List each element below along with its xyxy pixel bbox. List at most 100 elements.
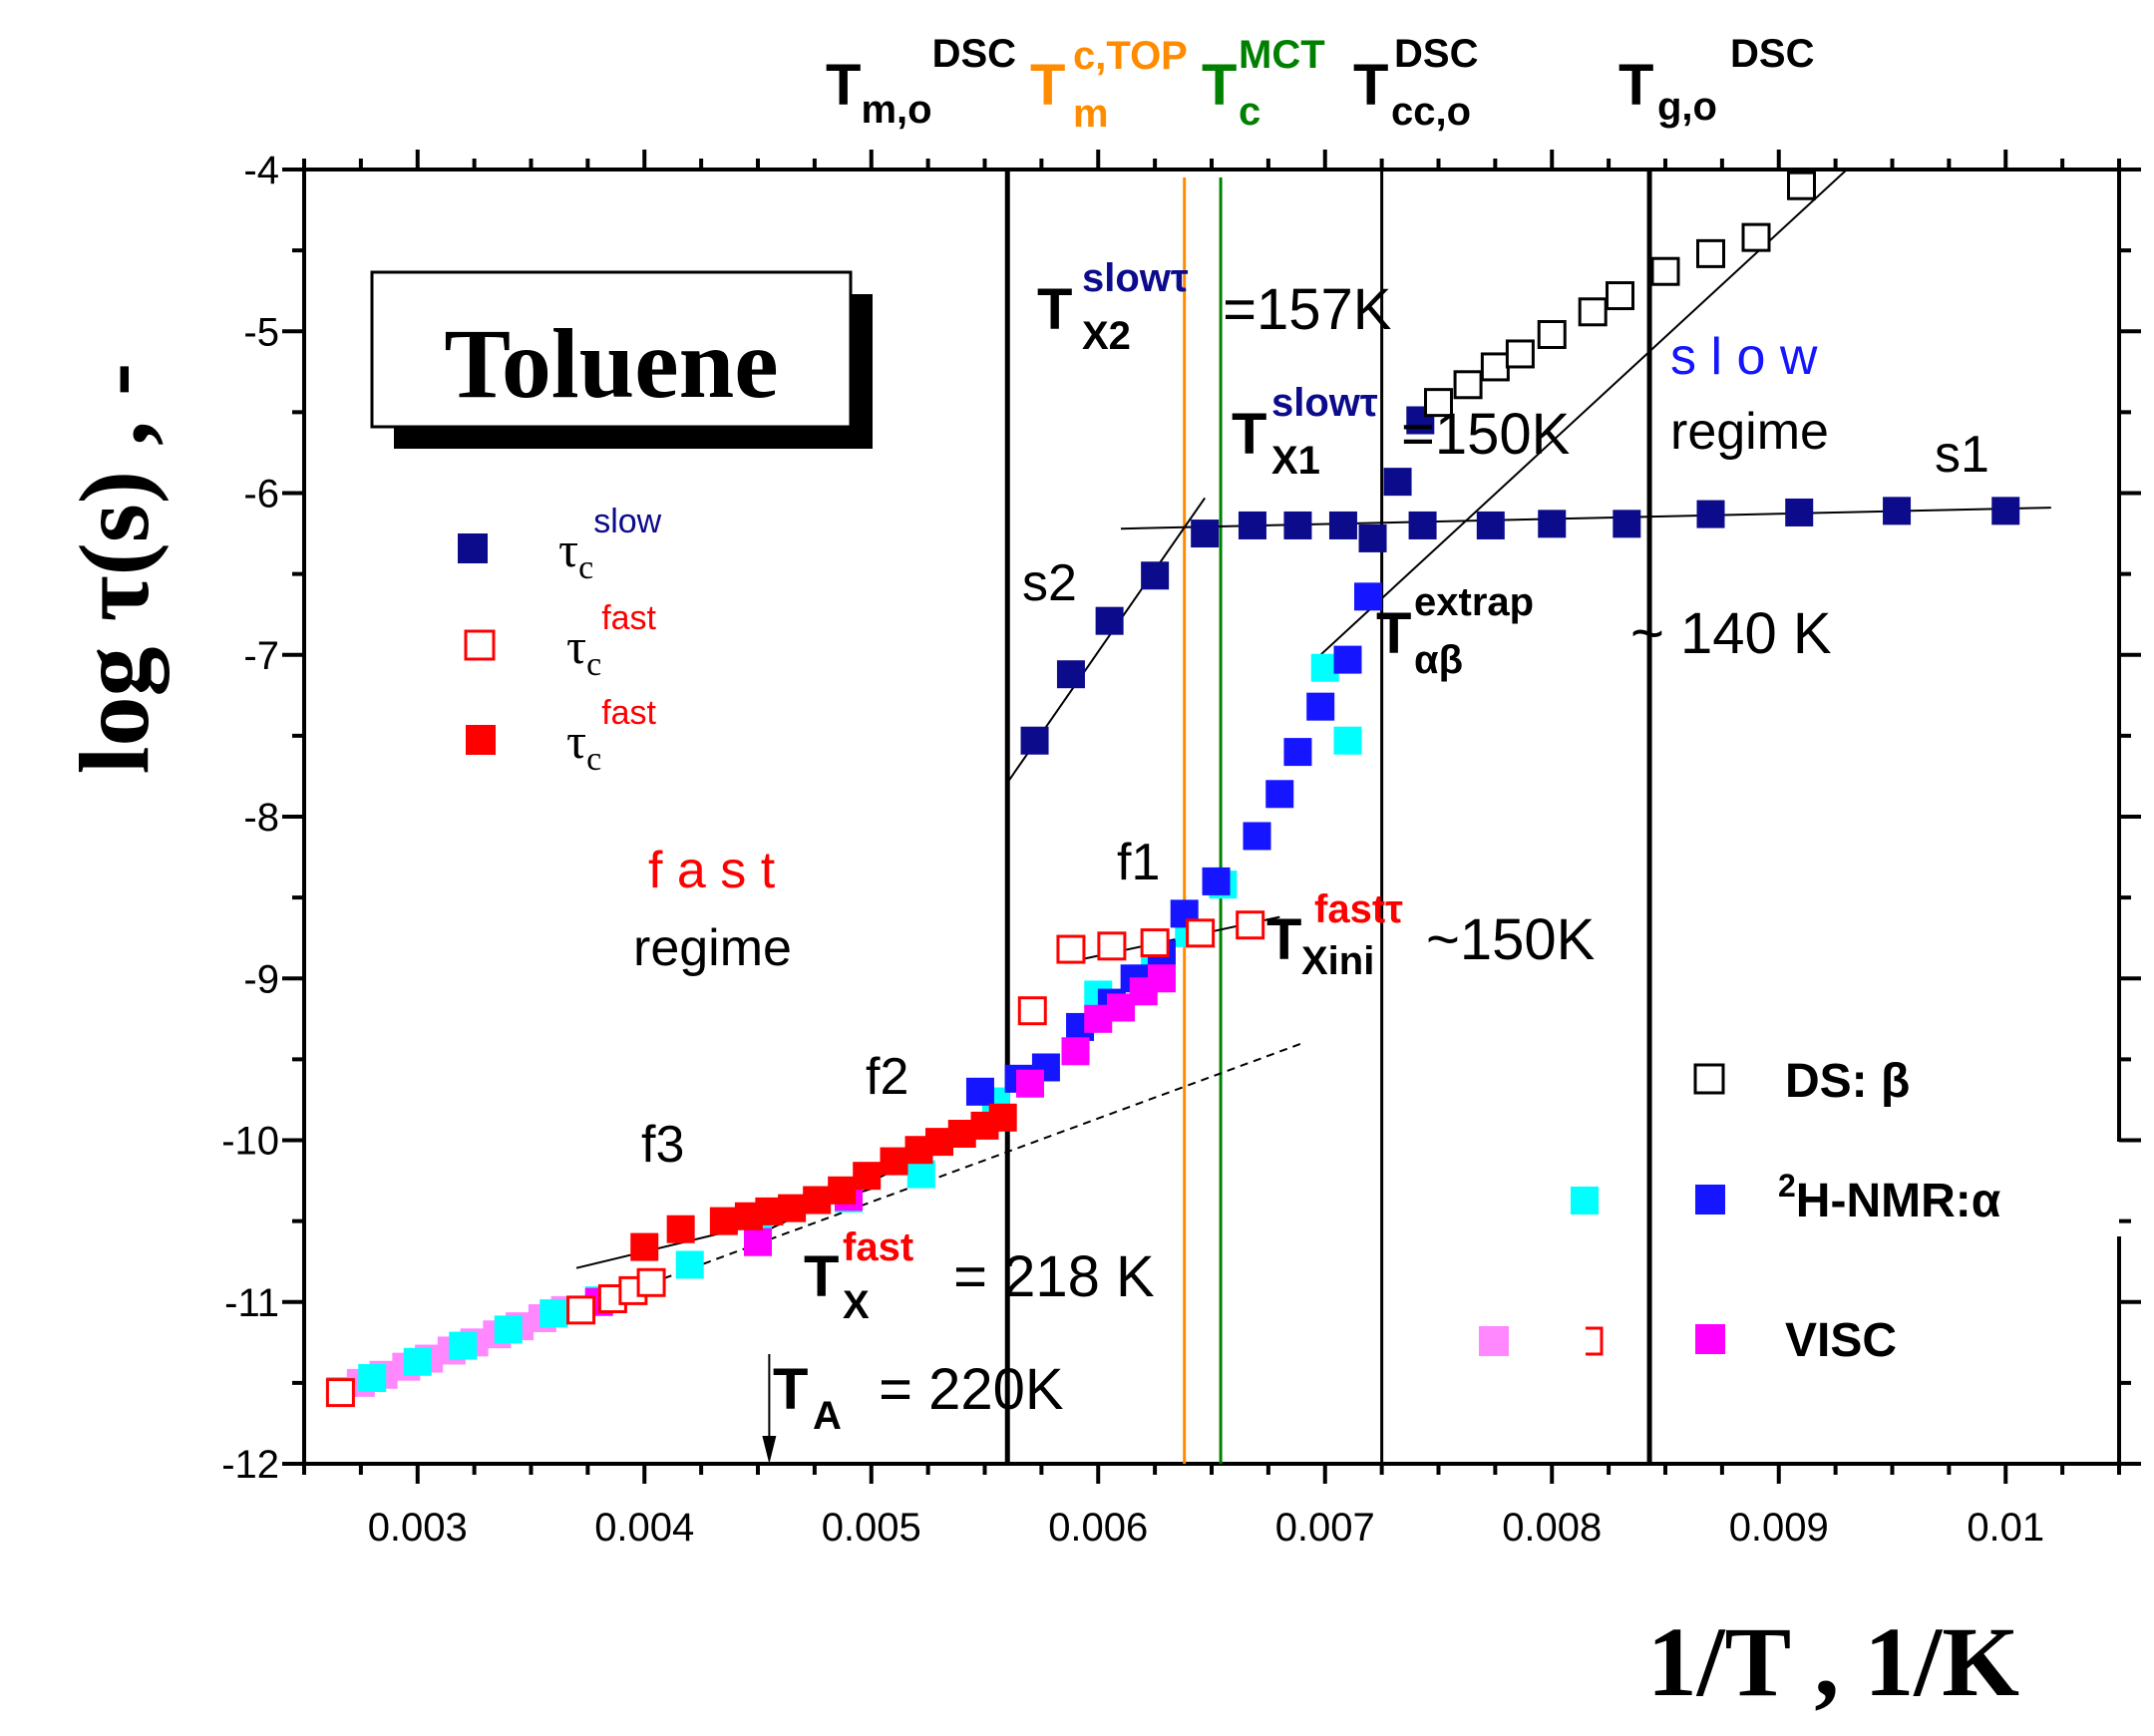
- x-axis-label: 1/T , 1/K: [1647, 1606, 2019, 1717]
- point-cyan: [906, 1160, 935, 1189]
- point-c-fast-filled: [988, 1103, 1017, 1132]
- slow-regime-label: regime: [1670, 403, 1829, 461]
- chart-title: Toluene: [444, 308, 778, 419]
- ta-arrow-head: [762, 1436, 777, 1464]
- x-tick-label: 0.009: [1729, 1506, 1829, 1550]
- y-tick-label: -11: [224, 1281, 279, 1325]
- point-c-slow: [1020, 726, 1049, 755]
- point-ds: [1578, 297, 1608, 327]
- point-cyan: [494, 1315, 523, 1344]
- point-c-fast-open: [1056, 934, 1086, 964]
- point-visc: [744, 1227, 772, 1256]
- f1-label: f1: [1117, 834, 1160, 891]
- y-tick-label: -7: [243, 634, 279, 678]
- y-tick-labels: -4 -5 -6 -7 -8 -9 -10 -11 -12: [221, 149, 279, 1487]
- fast-regime-label: regime: [633, 919, 792, 977]
- y-tick-label: -9: [243, 957, 279, 1001]
- point-c-slow: [1613, 510, 1641, 538]
- point-cyan: [403, 1347, 432, 1376]
- point-ds: [1480, 352, 1510, 382]
- point-ds: [1424, 388, 1453, 418]
- point-2h-nmr: [1202, 867, 1231, 895]
- point-c-fast-filled: [853, 1162, 882, 1191]
- f3-label: f3: [641, 1116, 684, 1174]
- point-c-fast-open: [566, 1295, 596, 1325]
- point-c-slow: [1056, 660, 1085, 689]
- data-points: [325, 171, 2020, 1408]
- legend-fast-filled-label: τcfast: [566, 694, 657, 778]
- tcc-dsc-label: Tcc,oDSC: [1353, 32, 1478, 134]
- point-ds: [1741, 222, 1771, 252]
- point-2h-nmr: [1333, 645, 1362, 674]
- tx1-annotation: T X1slowτ =150K: [1232, 381, 1571, 483]
- legend-visc-marker: [1695, 1324, 1725, 1354]
- point-c-slow: [1383, 468, 1412, 497]
- legend-right: DS: β 2H-NMR:α VISC: [1479, 1055, 2001, 1367]
- x-axis: [302, 150, 2121, 1484]
- point-2h-nmr: [1265, 780, 1294, 809]
- x-tick-label: 0.003: [368, 1506, 468, 1550]
- point-2h-nmr: [1353, 582, 1382, 611]
- point-cyan: [539, 1299, 568, 1328]
- x-tick-label: 0.006: [1048, 1506, 1148, 1550]
- legend-fast-filled-marker: [466, 725, 496, 755]
- point-c-fast-filled: [778, 1194, 807, 1222]
- point-2h-nmr: [1306, 692, 1335, 721]
- legend-pink-marker: [1479, 1326, 1509, 1356]
- f2-label: f2: [866, 1048, 908, 1106]
- point-c-fast-filled: [828, 1176, 857, 1205]
- point-cyan: [449, 1331, 478, 1360]
- point-c-slow: [1538, 510, 1567, 538]
- point-c-slow: [1238, 511, 1266, 539]
- point-c-fast-open: [325, 1378, 355, 1408]
- tab-extrap-annotation: Tαβextrap ~ 140 K: [1376, 580, 1832, 682]
- tm-dsc-label: Tm,oDSC: [826, 32, 1016, 132]
- txini-annotation: TXinifastτ ~150K: [1266, 887, 1596, 983]
- point-c-slow: [1883, 497, 1912, 525]
- legend-left: τcslow τcfast τcfast: [458, 503, 662, 778]
- point-ds: [1453, 370, 1483, 400]
- point-visc: [1147, 964, 1176, 993]
- point-cyan: [1333, 726, 1362, 755]
- point-c-slow: [1696, 500, 1725, 528]
- y-tick-label: -6: [243, 473, 279, 517]
- point-ds: [1505, 339, 1535, 369]
- y-tick-label: -4: [243, 149, 279, 192]
- point-c-fast-open: [1236, 910, 1265, 940]
- point-c-slow: [1283, 511, 1312, 539]
- x-tick-labels: 0.003 0.004 0.005 0.006 0.007 0.008 0.009 0.01: [368, 1506, 2044, 1550]
- y-tick-label: -5: [243, 310, 279, 354]
- point-c-slow: [1358, 523, 1387, 552]
- point-c-slow: [1991, 497, 2020, 525]
- point-visc: [1016, 1069, 1044, 1098]
- point-ds: [1650, 256, 1680, 286]
- legend-nmr-label: 2H-NMR:α: [1778, 1168, 2001, 1227]
- point-c-slow: [1095, 606, 1124, 635]
- point-c-slow: [1191, 520, 1220, 548]
- x-tick-label: 0.005: [822, 1506, 921, 1550]
- point-2h-nmr: [1283, 738, 1312, 767]
- point-c-slow: [1328, 511, 1357, 539]
- point-visc: [1061, 1037, 1090, 1066]
- point-c-fast-open: [1140, 928, 1170, 958]
- point-c-slow: [1476, 511, 1505, 539]
- point-c-slow: [1785, 498, 1814, 526]
- point-c-fast-filled: [803, 1186, 832, 1215]
- point-ds: [1787, 171, 1816, 200]
- point-c-slow: [1408, 511, 1437, 539]
- point-c-fast-filled: [709, 1207, 738, 1235]
- tg-dsc-label: Tg,oDSC: [1618, 32, 1814, 129]
- legend-fast-open-marker: [464, 629, 496, 661]
- legend-ds-label: DS: β: [1785, 1055, 1910, 1108]
- y-tick-label: -10: [221, 1120, 279, 1164]
- legend-nmr-marker: [1695, 1185, 1725, 1215]
- ta-arrow: [762, 1354, 777, 1464]
- legend-slow-label: τcslow: [558, 503, 662, 586]
- point-c-fast-filled: [630, 1232, 659, 1261]
- legend-cyan-marker: [1571, 1187, 1599, 1215]
- y-axis: [282, 168, 2141, 1466]
- x-tick-label: 0.008: [1502, 1506, 1602, 1550]
